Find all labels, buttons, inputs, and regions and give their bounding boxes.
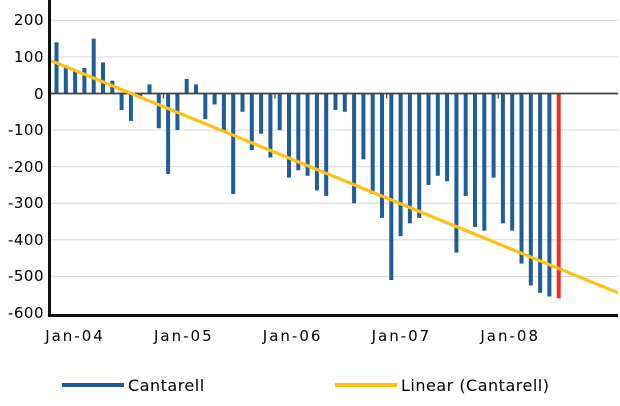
bar bbox=[63, 66, 68, 94]
bar bbox=[82, 67, 87, 94]
y-tick-label: -400 bbox=[7, 230, 44, 249]
bar bbox=[398, 93, 403, 237]
bar bbox=[482, 93, 487, 231]
bar bbox=[510, 93, 515, 231]
bar bbox=[249, 93, 254, 151]
bar bbox=[91, 38, 96, 94]
bar bbox=[445, 93, 450, 182]
bar bbox=[287, 93, 291, 178]
bar bbox=[333, 93, 338, 110]
bar bbox=[491, 93, 496, 178]
bar bbox=[352, 93, 357, 204]
bar bbox=[519, 93, 524, 264]
bar bbox=[314, 93, 319, 191]
trend-line bbox=[51, 59, 618, 295]
y-tick-label: -600 bbox=[7, 303, 44, 322]
bar bbox=[277, 93, 282, 131]
y-tick-label: -300 bbox=[7, 194, 44, 213]
bar bbox=[231, 93, 236, 195]
bar bbox=[194, 84, 198, 94]
bar bbox=[389, 93, 394, 281]
y-tick-label: -100 bbox=[7, 121, 44, 140]
bar-highlighted-latest bbox=[556, 93, 561, 299]
bar bbox=[417, 93, 422, 218]
bar bbox=[203, 93, 208, 120]
bar bbox=[221, 93, 226, 132]
bar bbox=[473, 93, 477, 227]
cantarell-line-swatch bbox=[62, 383, 124, 387]
bar bbox=[407, 93, 412, 224]
x-tick-label: Jan-07 bbox=[371, 327, 432, 345]
bar bbox=[119, 93, 124, 110]
y-tick-label: 100 bbox=[13, 47, 44, 66]
legend-item-linear: Linear (Cantarell) bbox=[335, 368, 549, 402]
legend: Cantarell Linear (Cantarell) bbox=[0, 368, 620, 402]
bar bbox=[305, 93, 310, 176]
y-tick-label: 200 bbox=[13, 11, 44, 30]
bar bbox=[156, 93, 161, 129]
bar bbox=[370, 93, 375, 195]
bar bbox=[454, 93, 459, 253]
x-tick-label: Jan-06 bbox=[262, 327, 323, 345]
bar bbox=[101, 62, 105, 94]
y-tick-label: 0 bbox=[33, 84, 44, 103]
bar bbox=[240, 93, 245, 112]
linear-line-swatch bbox=[335, 383, 397, 387]
legend-item-cantarell: Cantarell bbox=[62, 368, 205, 402]
bar bbox=[184, 78, 189, 94]
bar bbox=[538, 93, 543, 293]
bar bbox=[426, 93, 431, 185]
plot-canvas bbox=[51, 19, 618, 299]
bar bbox=[528, 93, 533, 286]
y-tick-label: -500 bbox=[7, 267, 44, 286]
bar bbox=[463, 93, 468, 196]
bar bbox=[361, 93, 366, 160]
bar bbox=[212, 93, 217, 105]
legend-label-cantarell: Cantarell bbox=[128, 375, 205, 395]
bar bbox=[147, 84, 152, 94]
y-tick-label: -200 bbox=[7, 157, 44, 176]
bar bbox=[342, 93, 347, 112]
bar bbox=[54, 42, 59, 94]
x-tick-label: Jan-05 bbox=[153, 327, 214, 345]
x-tick-label: Jan-08 bbox=[480, 327, 540, 345]
bar bbox=[138, 93, 143, 98]
legend-label-linear: Linear (Cantarell) bbox=[401, 375, 550, 395]
bar bbox=[324, 93, 329, 196]
bar bbox=[500, 93, 505, 224]
bar bbox=[296, 93, 301, 171]
bar bbox=[380, 93, 384, 218]
plot-area bbox=[48, 0, 618, 317]
bar bbox=[547, 93, 552, 297]
bar bbox=[73, 69, 78, 94]
bar bbox=[268, 93, 273, 158]
bar bbox=[259, 93, 264, 134]
bar bbox=[166, 93, 171, 174]
bar bbox=[128, 93, 133, 121]
bar bbox=[435, 93, 440, 176]
x-tick-label: Jan-04 bbox=[45, 327, 105, 345]
